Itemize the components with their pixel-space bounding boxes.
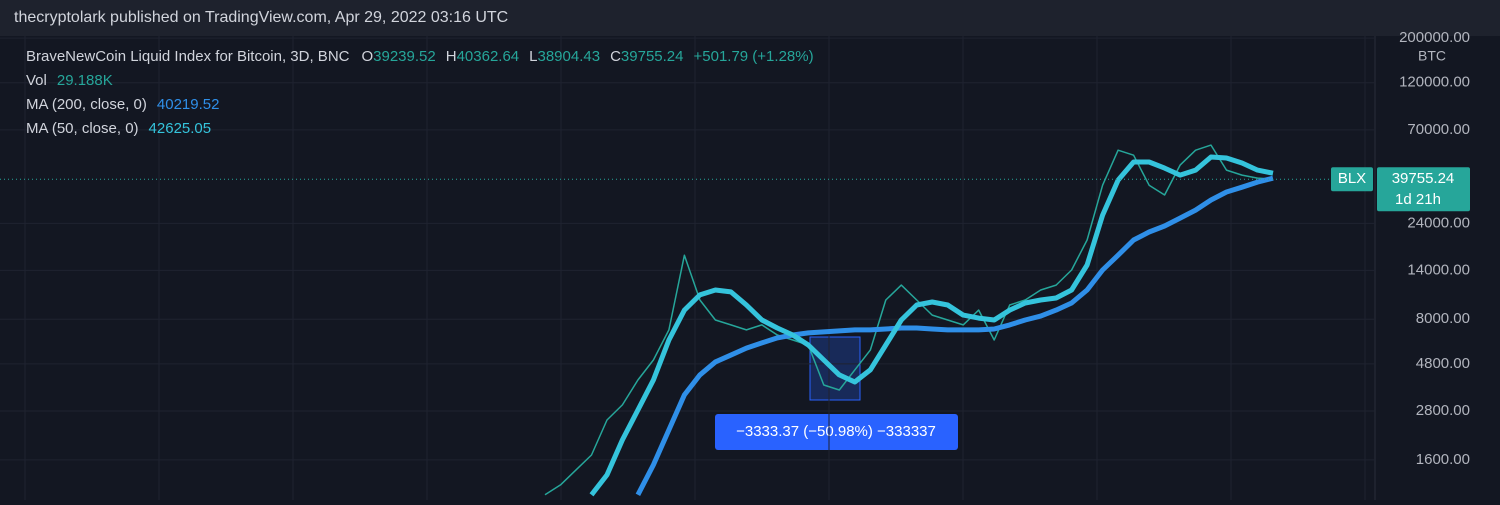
header: thecryptolark published on TradingView.c… xyxy=(14,9,508,26)
legend-part: MA (200, close, 0) xyxy=(26,96,147,113)
legend-title: BraveNewCoin Liquid Index for Bitcoin, 3… xyxy=(26,48,814,65)
y-tick-label: 8000.00 xyxy=(1416,310,1470,327)
legend-volume: Vol 29.188K xyxy=(26,72,113,89)
symbol: BLX xyxy=(1338,170,1366,187)
header-bar xyxy=(0,0,1500,36)
measure-label-box xyxy=(715,414,958,450)
price-line xyxy=(544,144,1274,496)
ma-line xyxy=(589,154,1274,497)
symbol-tag xyxy=(1331,167,1373,192)
measure-label: −3333.37 (−50.98%) −333337 xyxy=(736,423,936,440)
legend-part: O xyxy=(361,48,373,65)
price-tag xyxy=(1377,167,1470,212)
legend-part: 38904.43 xyxy=(538,48,601,65)
last-price: 39755.24 xyxy=(1392,170,1455,187)
y-tick-label: 200000.00 xyxy=(1399,29,1470,46)
legend-part: 39239.52 xyxy=(373,48,436,65)
y-tick-label: 1600.00 xyxy=(1416,451,1470,468)
legend-part: C xyxy=(610,48,621,65)
countdown: 1d 21h xyxy=(1395,191,1441,208)
y-tick-label: 120000.00 xyxy=(1399,74,1470,91)
legend-part: H xyxy=(446,48,457,65)
legend-part: +501.79 (+1.28%) xyxy=(694,48,814,65)
y-tick-label: 24000.00 xyxy=(1407,214,1470,231)
legend-part: 29.188K xyxy=(57,72,113,89)
y-tick-label: 4800.00 xyxy=(1416,355,1470,372)
y-tick-label: 70000.00 xyxy=(1407,121,1470,138)
currency: BTC xyxy=(1418,48,1446,64)
legend-part: 42625.05 xyxy=(149,120,212,137)
legend-part: L xyxy=(529,48,537,65)
y-tick-label: 2800.00 xyxy=(1416,402,1470,419)
legend-part: BraveNewCoin Liquid Index for Bitcoin, 3… xyxy=(26,48,350,65)
legend-part: 39755.24 xyxy=(621,48,684,65)
y-tick-label: 14000.00 xyxy=(1407,261,1470,278)
legend-part: 40219.52 xyxy=(157,96,220,113)
legend-part: MA (50, close, 0) xyxy=(26,120,139,137)
ma-line xyxy=(635,175,1274,496)
legend-part: 40362.64 xyxy=(457,48,520,65)
legend-ma: MA (200, close, 0) 40219.52 xyxy=(26,96,219,113)
legend-ma: MA (50, close, 0) 42625.05 xyxy=(26,120,211,137)
legend-part: Vol xyxy=(26,72,47,89)
